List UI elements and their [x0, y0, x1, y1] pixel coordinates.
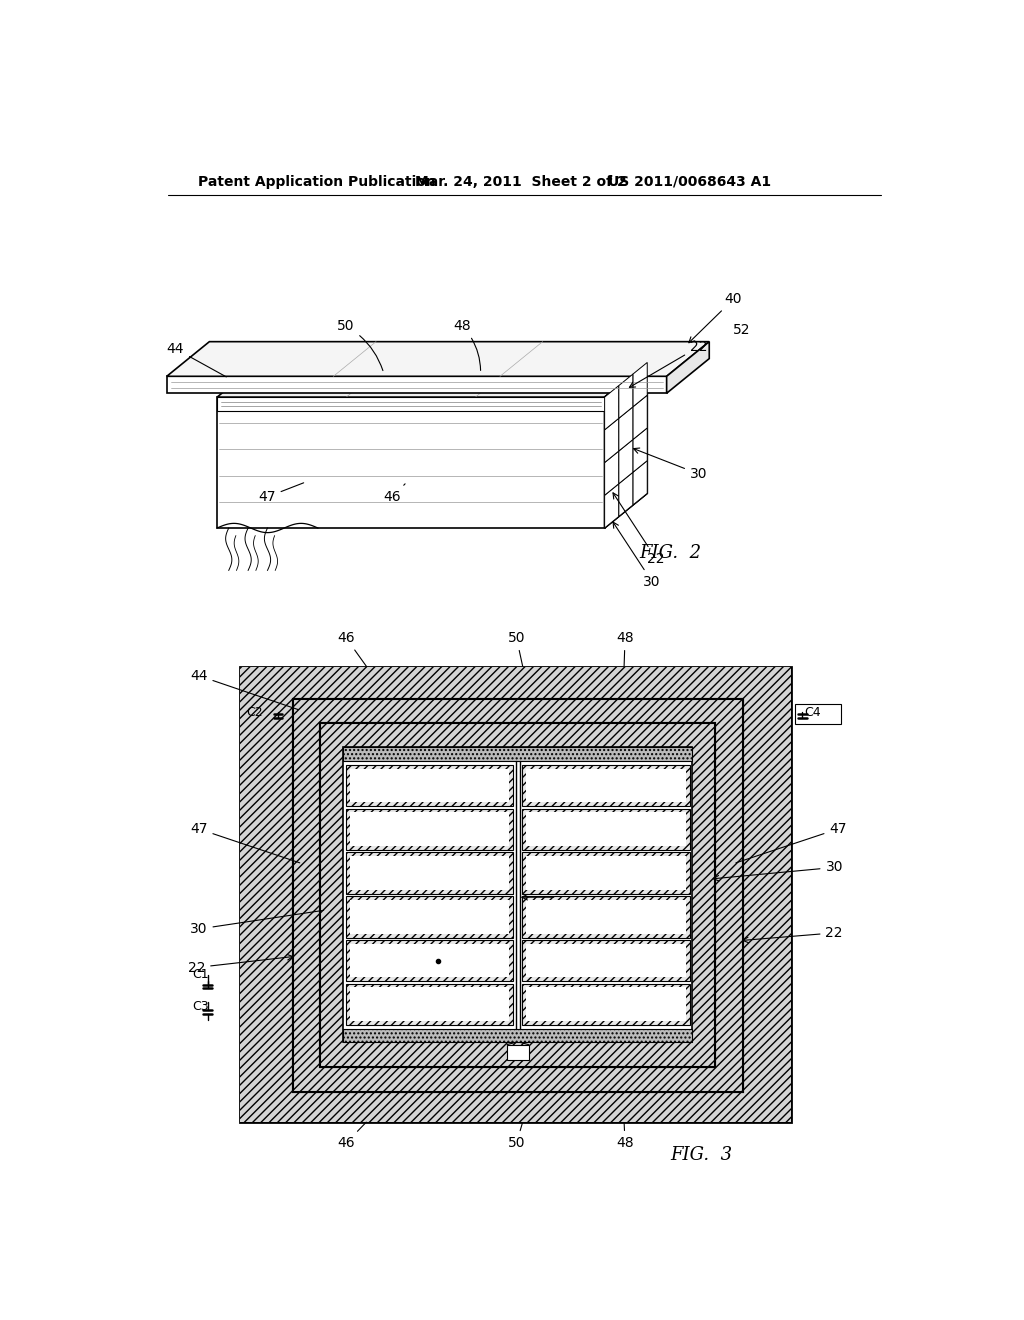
Bar — [349, 944, 509, 977]
Text: 30: 30 — [634, 447, 708, 480]
Polygon shape — [604, 418, 618, 462]
Text: 30: 30 — [613, 523, 660, 589]
Text: C4: C4 — [805, 706, 821, 719]
Bar — [346, 896, 513, 937]
Polygon shape — [667, 342, 710, 393]
Bar — [346, 764, 513, 807]
Polygon shape — [618, 440, 633, 483]
Text: 48: 48 — [454, 319, 480, 371]
Bar — [346, 940, 513, 981]
Bar — [526, 857, 686, 890]
Bar — [349, 812, 509, 846]
Bar — [349, 768, 509, 803]
Bar — [321, 723, 716, 1067]
Polygon shape — [633, 395, 647, 440]
Bar — [349, 857, 509, 890]
Text: C1: C1 — [193, 968, 209, 981]
Bar — [507, 1044, 528, 1060]
Bar — [321, 723, 716, 1067]
Bar — [522, 940, 690, 981]
Polygon shape — [633, 428, 647, 473]
Bar — [346, 853, 513, 894]
Polygon shape — [633, 363, 647, 407]
Polygon shape — [167, 342, 710, 376]
Bar — [349, 987, 509, 1022]
Polygon shape — [217, 397, 604, 528]
Text: 40: 40 — [689, 292, 742, 343]
Polygon shape — [604, 483, 618, 528]
Text: 46: 46 — [337, 631, 367, 667]
Polygon shape — [604, 363, 647, 528]
Polygon shape — [618, 473, 633, 516]
Text: 46: 46 — [337, 1122, 367, 1150]
Text: 44: 44 — [190, 669, 298, 710]
Bar — [526, 768, 686, 803]
Bar — [346, 983, 513, 1026]
Bar — [522, 764, 690, 807]
Text: 22: 22 — [742, 925, 843, 942]
Bar — [346, 809, 513, 850]
Text: 52: 52 — [732, 323, 750, 337]
Bar — [522, 809, 690, 850]
Text: 47: 47 — [736, 822, 847, 863]
Polygon shape — [217, 397, 604, 411]
Bar — [526, 944, 686, 977]
Bar — [526, 987, 686, 1022]
Text: 30: 30 — [190, 911, 324, 936]
Polygon shape — [167, 376, 667, 393]
Bar — [522, 983, 690, 1026]
Bar — [795, 705, 841, 723]
Bar — [343, 747, 692, 1043]
Text: C3: C3 — [193, 1001, 209, 1012]
Polygon shape — [604, 451, 618, 495]
Text: 47: 47 — [190, 822, 300, 863]
Bar — [349, 900, 509, 933]
Text: 47: 47 — [258, 483, 304, 504]
Text: 22: 22 — [630, 341, 708, 387]
Polygon shape — [618, 407, 633, 451]
Polygon shape — [217, 363, 647, 397]
Bar — [526, 900, 686, 933]
Polygon shape — [618, 374, 633, 418]
Text: US 2011/0068643 A1: US 2011/0068643 A1 — [608, 174, 772, 189]
Bar — [522, 853, 690, 894]
Text: FIG.  3: FIG. 3 — [671, 1146, 732, 1164]
Bar — [293, 700, 742, 1092]
Text: 48: 48 — [616, 631, 634, 667]
Text: 44: 44 — [167, 342, 226, 378]
Text: FIG.  2: FIG. 2 — [640, 544, 701, 561]
Text: 30: 30 — [714, 861, 843, 880]
Text: C2: C2 — [247, 706, 263, 719]
Text: 46: 46 — [384, 484, 406, 504]
Text: Mar. 24, 2011  Sheet 2 of 2: Mar. 24, 2011 Sheet 2 of 2 — [415, 174, 627, 189]
Bar — [294, 700, 741, 1090]
Text: 48: 48 — [616, 1123, 634, 1150]
Bar — [343, 747, 692, 762]
Text: 22: 22 — [613, 492, 665, 566]
Bar — [343, 1028, 692, 1043]
Polygon shape — [604, 363, 647, 528]
Bar — [241, 667, 791, 1122]
Text: 50: 50 — [337, 319, 383, 371]
Text: 50: 50 — [508, 1123, 525, 1150]
Text: 22: 22 — [187, 954, 293, 974]
Polygon shape — [604, 385, 618, 430]
Bar — [526, 812, 686, 846]
Text: Patent Application Publication: Patent Application Publication — [198, 174, 435, 189]
Text: 50: 50 — [508, 631, 525, 667]
Bar — [241, 667, 791, 1122]
Bar — [293, 700, 742, 1092]
Bar — [522, 896, 690, 937]
Polygon shape — [633, 461, 647, 506]
